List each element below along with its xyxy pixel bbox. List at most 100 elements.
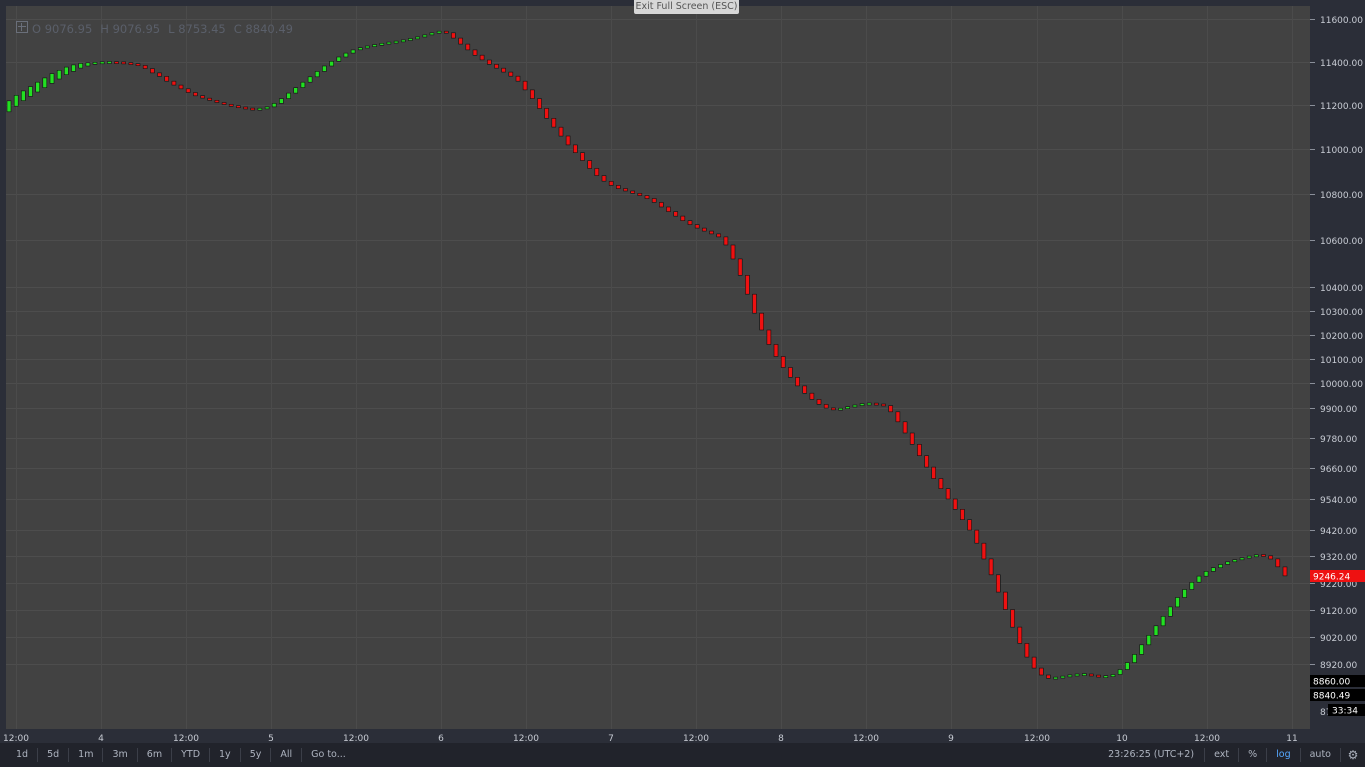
candle-down (1017, 626, 1023, 644)
expand-icon[interactable] (16, 21, 28, 33)
y-tick-label: 9780.00 (1320, 435, 1357, 445)
candle-down (745, 274, 750, 295)
candle-down (737, 258, 743, 276)
candle-down (730, 244, 736, 260)
price-axis[interactable]: 11600.00 11400.00 11200.00 11000.00 10800.00… (1310, 6, 1365, 729)
candle-up (49, 73, 55, 84)
percent-toggle[interactable]: % (1239, 748, 1268, 762)
candle-up (1232, 559, 1238, 563)
candle-up (286, 92, 291, 99)
candle-up (1053, 676, 1058, 680)
candle-up (1110, 674, 1116, 678)
candle-up (63, 66, 69, 75)
range-button-5d[interactable]: 5d (38, 748, 70, 762)
candle-down (795, 376, 800, 387)
x-tick-label: 12:00 (3, 734, 29, 744)
x-tick-label: 8 (778, 734, 784, 744)
countdown-label: 33:34 (1332, 707, 1358, 717)
candle-down (658, 202, 664, 208)
range-button-5y[interactable]: 5y (241, 748, 272, 762)
x-tick-label: 5 (268, 734, 274, 744)
candle-up (1067, 674, 1073, 678)
candle-up (1218, 564, 1223, 569)
candle-down (608, 181, 614, 186)
y-tick-label: 10400.00 (1320, 284, 1363, 294)
x-tick-label: 12:00 (853, 734, 879, 744)
candle-down (164, 76, 169, 82)
y-tick-label: 8920.00 (1320, 661, 1357, 671)
x-tick-label: 12:00 (1024, 734, 1050, 744)
candle-down (472, 49, 478, 56)
candle-down (479, 54, 485, 61)
exit-fullscreen-button[interactable]: Exit Full Screen (ESC) (634, 0, 739, 14)
range-button-ytd[interactable]: YTD (172, 748, 211, 762)
candle-up (852, 404, 858, 408)
y-tick-label: 9220.00 (1320, 580, 1357, 590)
candle-up (1146, 634, 1152, 646)
candle-down (981, 542, 987, 560)
candle-down (580, 152, 585, 161)
gear-icon[interactable]: ⚙ (1347, 748, 1359, 762)
candle-up (293, 87, 299, 94)
goto-button[interactable]: Go to... (311, 749, 346, 760)
x-tick-label: 12:00 (513, 734, 539, 744)
candle-up (866, 402, 872, 406)
candle-down (766, 329, 772, 345)
range-button-1y[interactable]: 1y (210, 748, 241, 762)
candle-down (909, 432, 915, 445)
y-tick-label: 9900.00 (1320, 405, 1357, 415)
chart-area[interactable]: O 9076.95 H 9076.95 L 8753.45 C 8840.49 (6, 6, 1310, 729)
candle-down (615, 185, 621, 189)
x-tick-label: 4 (98, 734, 104, 744)
candle-down (135, 63, 141, 67)
candle-down (565, 135, 571, 146)
candle-up (357, 47, 363, 51)
range-button-all[interactable]: All (271, 748, 303, 762)
candle-down (623, 188, 628, 192)
auto-toggle[interactable]: auto (1301, 748, 1341, 762)
range-button-6m[interactable]: 6m (138, 748, 173, 762)
candle-up (329, 60, 334, 67)
close-price-marker: 8840.49 (1313, 692, 1350, 702)
candle-up (429, 32, 435, 36)
candle-down (931, 466, 937, 479)
close-value: C 8840.49 (233, 22, 293, 36)
low-value: L 8753.45 (168, 22, 226, 36)
candle-down (974, 529, 980, 544)
candle-down (494, 63, 499, 69)
candle-down (465, 43, 471, 51)
candle-up (386, 41, 392, 45)
candle-up (1211, 567, 1216, 572)
y-tick-label: 11400.00 (1320, 59, 1363, 69)
candle-up (1254, 554, 1259, 558)
candle-up (1153, 625, 1159, 636)
y-tick-label: 10800.00 (1320, 191, 1363, 201)
time-axis[interactable]: 12:00 4 12:00 5 12:00 6 12:00 7 12:00 8 12:00 9 12:0… (0, 729, 1365, 744)
candle-up (1203, 571, 1209, 577)
ext-toggle[interactable]: ext (1205, 748, 1240, 762)
y-tick-label: 11000.00 (1320, 146, 1363, 156)
range-button-3m[interactable]: 3m (103, 748, 138, 762)
candle-up (336, 56, 342, 62)
x-tick-label: 10 (1116, 734, 1128, 744)
chart-plot[interactable] (6, 6, 1310, 729)
candle-up (85, 62, 91, 67)
candle-down (601, 175, 607, 182)
candle-up (1074, 673, 1080, 677)
candle-down (537, 98, 542, 109)
candle-up (1103, 675, 1109, 679)
candle-down (802, 385, 808, 394)
candle-down (988, 558, 994, 576)
candle-up (372, 44, 377, 47)
y-tick-label: 9320.00 (1320, 553, 1357, 563)
candle-down (114, 61, 119, 64)
log-toggle[interactable]: log (1267, 748, 1301, 762)
range-button-1d[interactable]: 1d (0, 748, 39, 762)
candle-down (522, 80, 528, 91)
candle-down (443, 30, 449, 34)
candle-down (1282, 566, 1288, 577)
candle-down (938, 478, 944, 489)
candle-up (379, 42, 385, 46)
range-button-1m[interactable]: 1m (69, 748, 104, 762)
candle-down (651, 198, 657, 203)
